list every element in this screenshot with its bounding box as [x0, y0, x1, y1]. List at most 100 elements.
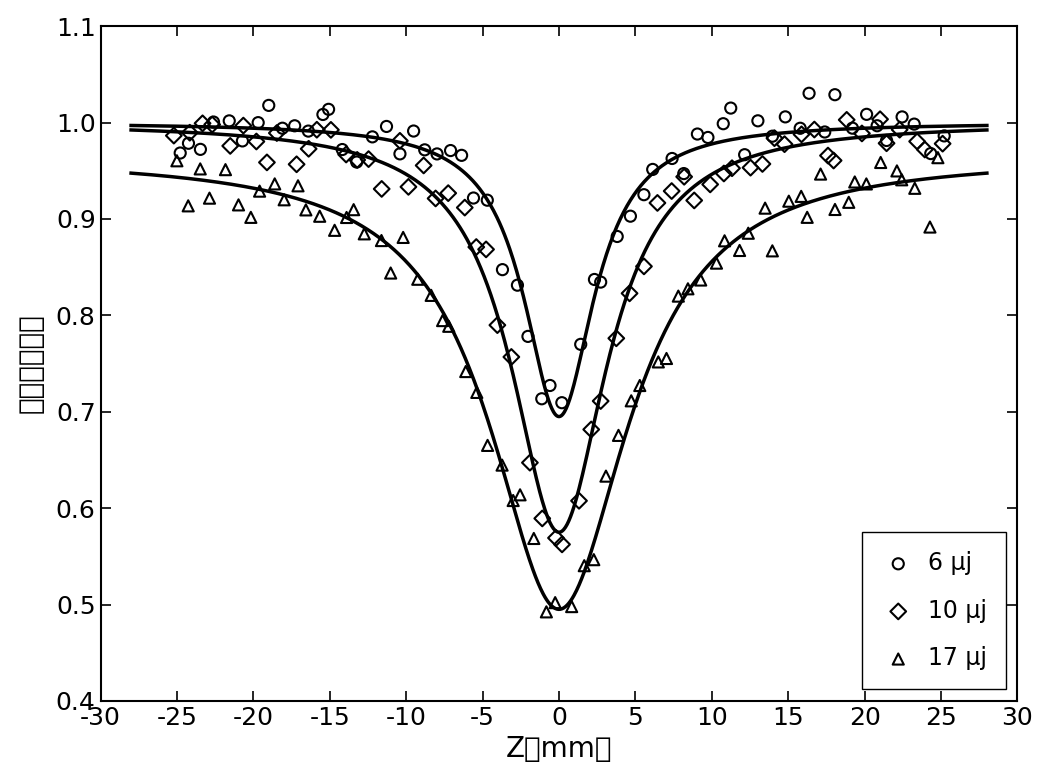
17 μj: [479, 439, 496, 452]
6 μj: [750, 115, 766, 127]
10 μj: [338, 148, 355, 161]
6 μj: [844, 122, 861, 134]
6 μj: [392, 147, 408, 160]
6 μj: [180, 137, 196, 150]
10 μj: [820, 149, 837, 161]
6 μj: [250, 116, 267, 129]
10 μj: [349, 154, 365, 166]
17 μj: [440, 320, 457, 332]
10 μj: [776, 138, 793, 151]
17 μj: [679, 282, 696, 295]
10 μj: [478, 243, 495, 256]
10 μj: [427, 192, 444, 204]
17 μj: [505, 495, 522, 507]
10 μj: [854, 127, 870, 140]
6 μj: [675, 168, 692, 180]
10 μj: [533, 512, 550, 525]
10 μj: [608, 332, 625, 345]
6 μj: [205, 115, 222, 128]
10 μj: [374, 183, 391, 195]
6 μj: [465, 192, 482, 204]
6 μj: [792, 122, 809, 134]
17 μj: [276, 193, 293, 206]
10 μj: [258, 156, 275, 168]
17 μj: [511, 488, 528, 501]
10 μj: [322, 123, 339, 136]
10 μj: [548, 532, 565, 544]
6 μj: [553, 396, 570, 409]
6 μj: [260, 99, 277, 112]
6 μj: [936, 129, 952, 142]
6 μj: [826, 88, 843, 101]
17 μj: [780, 195, 797, 207]
17 μj: [793, 190, 810, 203]
17 μj: [373, 234, 390, 246]
10 μj: [766, 132, 783, 144]
6 μj: [378, 120, 395, 133]
10 μj: [489, 319, 506, 332]
10 μj: [583, 424, 600, 436]
17 μj: [922, 221, 939, 233]
10 μj: [570, 495, 587, 507]
17 μj: [858, 178, 875, 190]
10 μj: [686, 194, 702, 207]
6 μj: [586, 273, 603, 285]
17 μj: [525, 532, 542, 544]
10 μj: [676, 171, 693, 183]
17 μj: [840, 196, 857, 208]
17 μj: [623, 395, 639, 407]
6 μj: [349, 156, 365, 168]
17 μj: [311, 210, 328, 222]
6 μj: [609, 230, 626, 243]
6 μj: [922, 147, 939, 160]
10 μj: [754, 158, 771, 170]
17 μj: [230, 199, 247, 211]
10 μj: [269, 127, 286, 140]
17 μj: [888, 165, 905, 177]
6 μj: [906, 118, 923, 130]
17 μj: [658, 353, 675, 365]
17 μj: [740, 227, 757, 239]
Y-axis label: 归一化透过率: 归一化透过率: [17, 314, 45, 413]
6 μj: [454, 149, 470, 161]
6 μj: [315, 108, 332, 121]
17 μj: [575, 559, 592, 572]
17 μj: [873, 156, 889, 168]
10 μj: [723, 162, 740, 175]
6 μj: [664, 152, 680, 165]
6 μj: [764, 130, 781, 143]
X-axis label: Z（mm）: Z（mm）: [506, 736, 612, 764]
17 μj: [764, 245, 781, 257]
6 μj: [622, 210, 638, 222]
6 μj: [572, 338, 589, 350]
17 μj: [251, 185, 268, 197]
17 μj: [458, 365, 475, 378]
6 μj: [220, 115, 237, 127]
6 μj: [801, 87, 818, 100]
6 μj: [172, 147, 189, 159]
6 μj: [405, 125, 422, 137]
6 μj: [364, 130, 381, 143]
10 μj: [838, 114, 855, 126]
10 μj: [415, 159, 432, 172]
6 μj: [509, 279, 526, 292]
10 μj: [288, 158, 304, 171]
10 μj: [522, 456, 539, 469]
10 μj: [503, 351, 520, 363]
17 μj: [563, 601, 580, 613]
17 μj: [192, 163, 209, 176]
17 μj: [547, 597, 564, 609]
6 μj: [300, 125, 317, 137]
10 μj: [934, 137, 951, 150]
17 μj: [906, 182, 923, 194]
17 μj: [631, 379, 648, 392]
17 μj: [297, 204, 314, 216]
17 μj: [846, 176, 863, 188]
6 μj: [894, 111, 910, 123]
17 μj: [217, 163, 234, 176]
17 μj: [610, 429, 627, 441]
10 μj: [649, 197, 666, 209]
17 μj: [468, 386, 485, 399]
10 μj: [878, 137, 895, 150]
6 μj: [192, 143, 209, 155]
